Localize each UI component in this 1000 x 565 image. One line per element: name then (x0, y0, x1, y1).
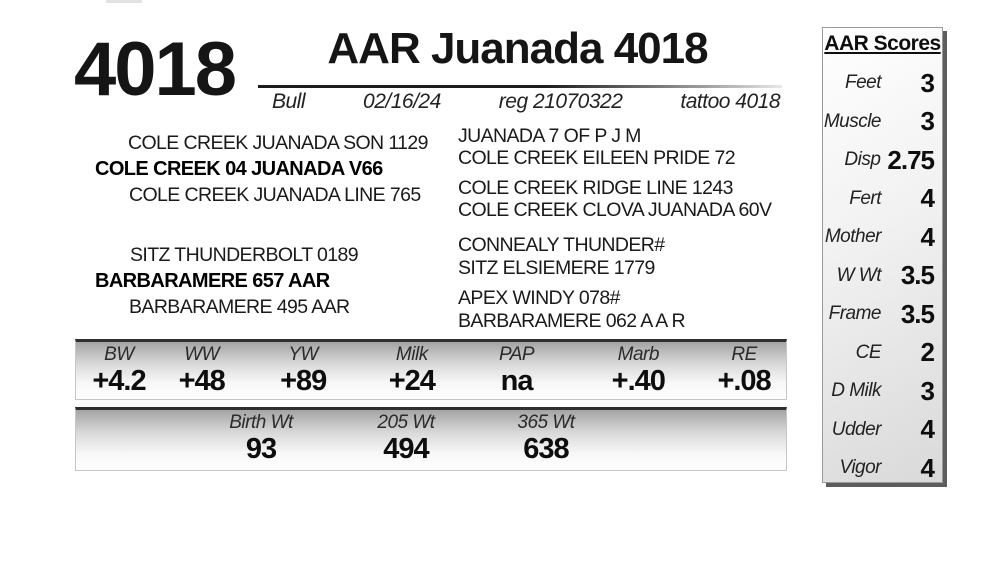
score-row: Vigor 4 (823, 449, 942, 488)
epd-value: +24 (388, 365, 436, 397)
epd-value: +89 (280, 365, 327, 397)
weights-column-header: Birth Wt (229, 412, 293, 433)
aar-scores-title: AAR Scores (824, 32, 941, 55)
epd-value: +.08 (717, 365, 771, 397)
score-row: Mother 4 (823, 218, 942, 257)
weights-column-header: 365 Wt (517, 412, 575, 433)
epd-value: na (500, 365, 534, 397)
score-row: Frame 3.5 (823, 295, 942, 334)
epd-column-header: PAP (498, 344, 535, 365)
pedigree-great-grandparent: COLE CREEK RIDGE LINE 1243 (458, 177, 733, 199)
score-row: Muscle 3 (823, 103, 942, 142)
score-label: Frame (828, 303, 882, 325)
weights-header-row: Birth Wt 205 Wt 365 Wt (76, 412, 786, 434)
pedigree-paternal-grandsire: COLE CREEK JUANADA SON 1129 (128, 132, 428, 154)
epd-column-header: RE (731, 344, 757, 365)
score-value: 4 (920, 221, 935, 252)
pedigree-great-grandparent: APEX WINDY 078# (458, 287, 620, 309)
weights-column-header: 205 Wt (377, 412, 435, 433)
scores-rows: Feet 3 Muscle 3 Disp 2.75 Fert 4 Mother 4 W Wt 3.5 F… (823, 64, 942, 488)
animal-name: AAR Juanada 4018 (327, 24, 708, 73)
score-value: 2.75 (887, 144, 935, 175)
score-label: Disp (844, 149, 881, 171)
birth-date: 02/16/24 (363, 90, 441, 113)
page-edge-artifact (106, 0, 142, 3)
pedigree-sire: COLE CREEK 04 JUANADA V66 (95, 158, 383, 180)
animal-info-row: Bull 02/16/24 reg 21070322 tattoo 4018 (272, 90, 780, 114)
score-row: Udder 4 (823, 411, 942, 450)
score-value: 4 (920, 452, 935, 483)
title-underline (258, 85, 782, 88)
score-label: D Milk (831, 380, 881, 402)
epd-column-header: Milk (395, 344, 428, 365)
pedigree-dam: BARBARAMERE 657 AAR (95, 270, 330, 292)
score-label: W Wt (836, 264, 882, 286)
epd-column-header: Marb (617, 344, 660, 365)
pedigree-paternal-granddam: COLE CREEK JUANADA LINE 765 (129, 184, 421, 206)
score-row: W Wt 3.5 (823, 257, 942, 296)
pedigree-great-grandparent: COLE CREEK CLOVA JUANADA 60V (458, 199, 772, 221)
pedigree-great-grandparent: BARBARAMERE 062 A A R (458, 310, 686, 332)
score-row: Disp 2.75 (823, 141, 942, 180)
score-row: CE 2 (823, 334, 942, 373)
score-label: Muscle (823, 110, 882, 132)
epd-value: +48 (178, 365, 226, 397)
weights-table: Birth Wt 205 Wt 365 Wt 93 494 638 (75, 407, 787, 471)
pedigree-great-grandparent: JUANADA 7 OF P J M (458, 125, 641, 147)
pedigree-maternal-grandsire: SITZ THUNDERBOLT 0189 (130, 244, 359, 266)
score-row: Feet 3 (823, 64, 942, 103)
lot-number: 4018 (74, 27, 237, 112)
score-value: 3 (920, 67, 935, 98)
pedigree-maternal-granddam: BARBARAMERE 495 AAR (129, 296, 350, 318)
epd-header-row: BW WW YW Milk PAP Marb RE (76, 344, 786, 366)
score-label: Vigor (839, 457, 881, 479)
pedigree-great-grandparent: CONNEALY THUNDER# (458, 234, 665, 256)
score-value: 3.5 (900, 260, 935, 291)
weights-value-row: 93 494 638 (76, 433, 786, 465)
sex-label: Bull (272, 90, 306, 113)
epd-column-header: BW (104, 344, 134, 365)
weights-value: 494 (383, 433, 429, 465)
score-label: Fert (849, 187, 881, 209)
score-label: Mother (824, 226, 882, 248)
epd-table: BW WW YW Milk PAP Marb RE +4.2 +48 +89 +24 na +.40 +… (75, 339, 787, 400)
pedigree-great-grandparent: SITZ ELSIEMERE 1779 (458, 257, 655, 279)
aar-scores-panel: AAR Scores Feet 3 Muscle 3 Disp 2.75 Fert 4 Moth… (822, 27, 943, 483)
score-value: 4 (920, 414, 935, 445)
epd-value-row: +4.2 +48 +89 +24 na +.40 +.08 (76, 365, 786, 397)
score-label: Feet (844, 72, 882, 94)
score-value: 4 (920, 183, 935, 214)
epd-column-header: WW (184, 344, 220, 365)
registration-number: reg 21070322 (498, 90, 623, 113)
epd-value: +4.2 (92, 365, 146, 397)
epd-column-header: YW (288, 344, 318, 365)
score-value: 2 (920, 337, 935, 368)
weights-value: 93 (245, 433, 277, 465)
score-row: D Milk 3 (823, 372, 942, 411)
score-value: 3 (920, 106, 935, 137)
score-label: Udder (831, 418, 882, 440)
score-label: CE (855, 341, 882, 363)
weights-value: 638 (523, 433, 569, 465)
score-value: 3 (920, 375, 935, 406)
score-value: 3.5 (900, 298, 935, 329)
tattoo-number: tattoo 4018 (680, 90, 780, 113)
epd-value: +.40 (611, 365, 666, 397)
pedigree-great-grandparent: COLE CREEK EILEEN PRIDE 72 (458, 147, 736, 169)
score-row: Fert 4 (823, 180, 942, 219)
